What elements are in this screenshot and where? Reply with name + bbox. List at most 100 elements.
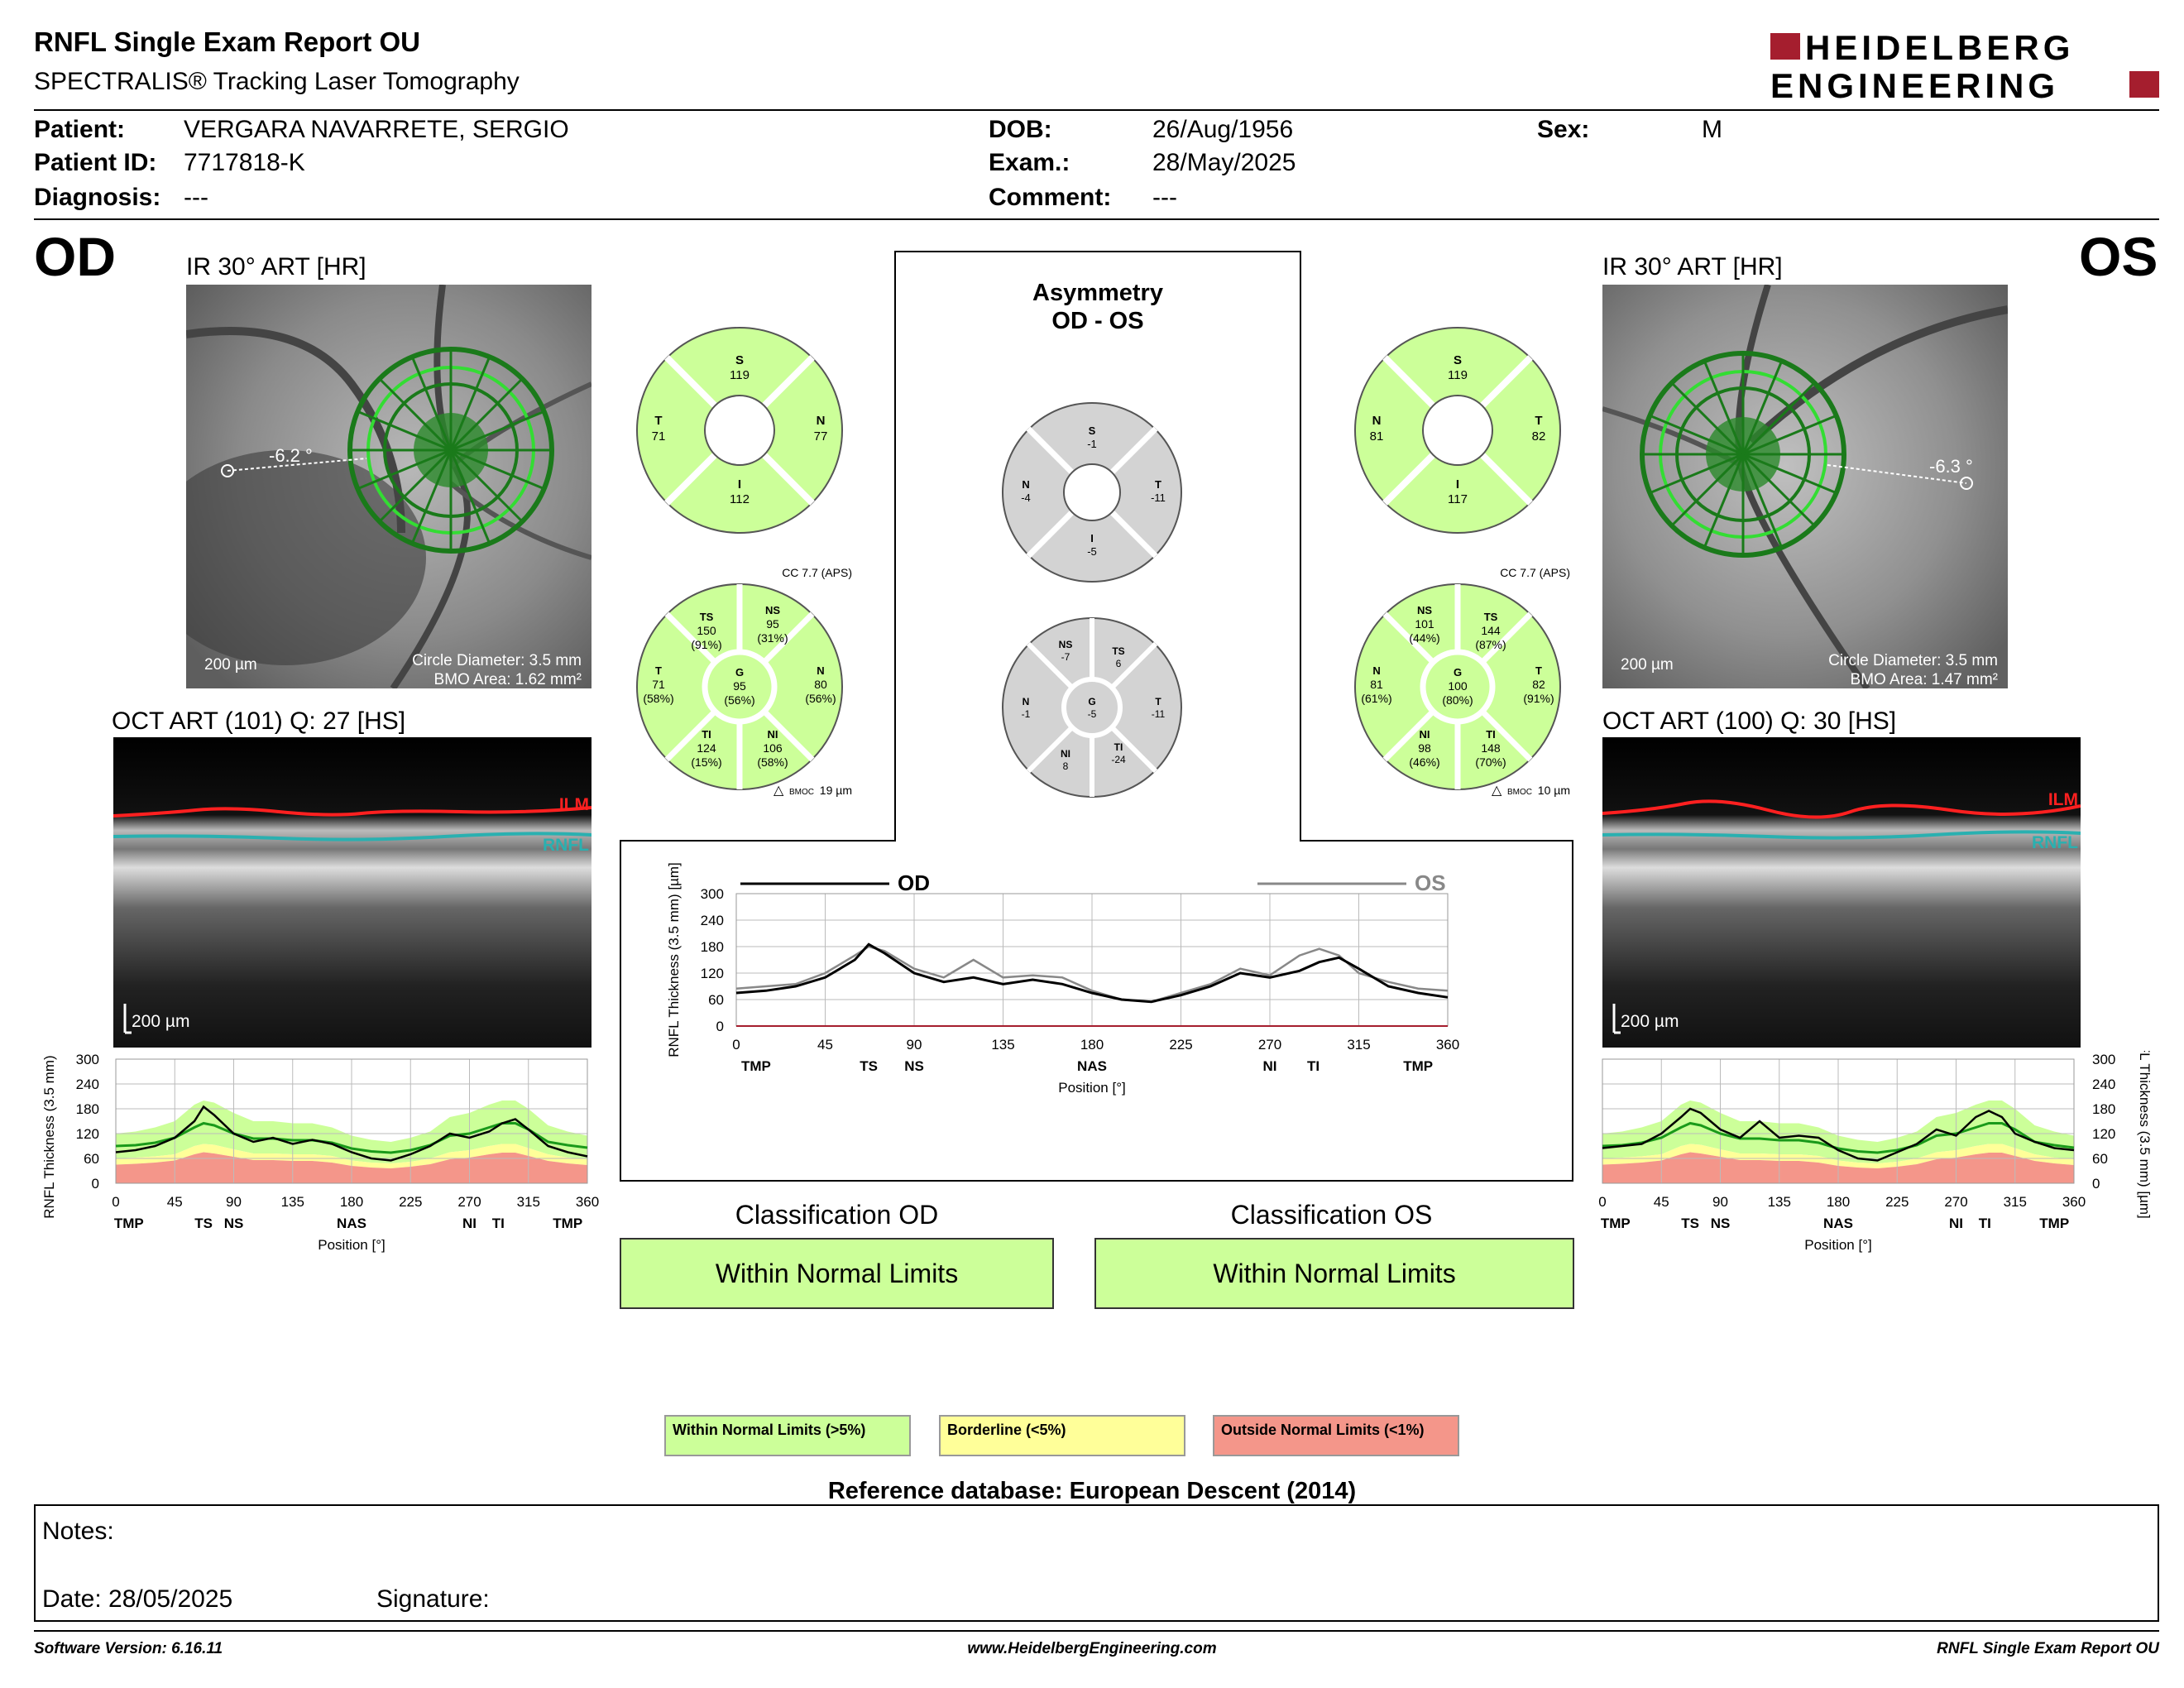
svg-text:(56%): (56%) — [805, 692, 836, 705]
svg-text:(31%): (31%) — [757, 631, 788, 645]
x-tick-label: 270 — [1944, 1194, 1967, 1210]
x-axis-label: Position [°] — [1804, 1237, 1871, 1253]
os-n: 81 — [1370, 429, 1384, 444]
os-circle-diameter: Circle Diameter: 3.5 mm — [1828, 652, 1998, 669]
heidelberg-logo: HEIDELBERG ENGINEERING — [1770, 30, 2159, 103]
od-oct-title: OCT ART (101) Q: 27 [HS] — [112, 707, 406, 735]
y-axis-label: RNFL Thickness (3.5 mm) [µm] — [41, 1051, 57, 1219]
os-ir-title: IR 30° ART [HR] — [1602, 253, 1783, 281]
x-axis-label: Position [°] — [1058, 1080, 1125, 1096]
y-tick-label: 240 — [76, 1077, 99, 1092]
x-tick-label: 360 — [576, 1194, 599, 1210]
sector-label: TMP — [1403, 1058, 1433, 1074]
svg-text:TI: TI — [1486, 728, 1496, 741]
svg-text:S: S — [1089, 424, 1096, 437]
diagnosis-label: Diagnosis: — [34, 184, 161, 211]
asym-ts: 6 — [1116, 658, 1122, 669]
od-bmoc: 19 µm — [820, 784, 852, 797]
od-ns: 95 — [766, 617, 779, 631]
y-tick-label: 0 — [92, 1176, 99, 1192]
sector-label: NI — [1949, 1216, 1963, 1231]
asym-s: -1 — [1087, 438, 1097, 450]
x-tick-label: 225 — [399, 1194, 422, 1210]
os-series-line — [1602, 1107, 2075, 1162]
od-rnfl-label: RNFL — [543, 836, 589, 855]
website-link[interactable]: www.HeidelbergEngineering.com — [967, 1640, 1217, 1657]
svg-text:I: I — [738, 477, 741, 492]
sex-value: M — [1702, 116, 1722, 143]
y-tick-label: 60 — [708, 992, 724, 1008]
asym-n6: -1 — [1022, 708, 1031, 720]
sector-label: TMP — [2039, 1216, 2069, 1231]
y-tick-label: 240 — [2092, 1077, 2115, 1092]
svg-text:NS: NS — [1417, 604, 1432, 616]
software-version: Software Version: 6.16.11 — [34, 1640, 223, 1657]
x-tick-label: 45 — [1654, 1194, 1669, 1210]
x-tick-label: 90 — [226, 1194, 242, 1210]
x-tick-label: 135 — [1768, 1194, 1791, 1210]
x-tick-label: 270 — [1258, 1037, 1281, 1053]
asym-i: -5 — [1087, 545, 1097, 558]
x-tick-label: 270 — [457, 1194, 481, 1210]
patient-id-label: Patient ID: — [34, 149, 157, 176]
svg-text:I: I — [1090, 532, 1094, 544]
sector-label: TMP — [553, 1216, 582, 1231]
svg-text:NI: NI — [1061, 748, 1070, 760]
y-tick-label: 300 — [2092, 1052, 2115, 1067]
svg-text:T: T — [1535, 414, 1542, 428]
report-title: RNFL Single Exam Report OU — [34, 26, 420, 57]
svg-text:N: N — [1372, 664, 1380, 677]
y-axis-label: RNFL Thickness (3.5 mm) [µm] — [2137, 1051, 2153, 1219]
os-ns: 101 — [1415, 617, 1434, 631]
svg-text:TS: TS — [700, 611, 714, 623]
x-tick-label: 45 — [817, 1037, 833, 1053]
od-classification-result: Within Normal Limits — [620, 1238, 1054, 1309]
svg-text:(58%): (58%) — [757, 755, 788, 769]
svg-text:(46%): (46%) — [1409, 755, 1439, 769]
x-tick-label: 135 — [281, 1194, 304, 1210]
svg-text:S: S — [1454, 353, 1462, 367]
os-ti: 148 — [1481, 741, 1501, 755]
od-circle-diameter: Circle Diameter: 3.5 mm — [412, 652, 582, 669]
y-tick-label: 180 — [701, 939, 724, 955]
svg-text:T: T — [655, 664, 662, 677]
svg-text:(70%): (70%) — [1475, 755, 1506, 769]
x-tick-label: 360 — [2062, 1194, 2086, 1210]
os-ts: 144 — [1481, 624, 1501, 637]
svg-text:(58%): (58%) — [643, 692, 673, 705]
y-tick-label: 180 — [2092, 1101, 2115, 1117]
od-rnfl-profile-chart: 0 60 120 180 240 300 0 45 90 135 180 225 270 315 360 TM… — [41, 1051, 599, 1253]
os-t: 82 — [1532, 429, 1546, 444]
sector-label: TS — [1681, 1216, 1699, 1231]
logo-line1: HEIDELBERG — [1805, 30, 2074, 67]
svg-text:(87%): (87%) — [1475, 638, 1506, 651]
diagnosis-value: --- — [184, 184, 208, 211]
y-tick-label: 300 — [76, 1052, 99, 1067]
sector-label: NAS — [337, 1216, 366, 1231]
svg-text:BMOC: BMOC — [1507, 788, 1532, 797]
od-g: 95 — [733, 679, 746, 693]
asym-ni: 8 — [1063, 760, 1069, 772]
sector-label: NS — [904, 1058, 924, 1074]
os-bmo-area: BMO Area: 1.47 mm² — [1851, 671, 1998, 688]
os-classification-title: Classification OS — [1230, 1200, 1433, 1230]
sector-label: TI — [492, 1216, 505, 1231]
sector-label: TMP — [114, 1216, 144, 1231]
os-eye-label: OS — [2079, 226, 2158, 287]
x-tick-label: 45 — [167, 1194, 183, 1210]
sector-label: TS — [194, 1216, 213, 1231]
od-ni: 106 — [763, 741, 783, 755]
comment-value: --- — [1152, 184, 1177, 211]
notes-box[interactable]: Notes: Date: 28/05/2025 Signature: — [34, 1504, 2159, 1622]
reference-database: Reference database: European Descent (20… — [827, 1478, 1357, 1504]
normative-mean-line — [115, 1121, 588, 1154]
od-s: 119 — [730, 368, 750, 382]
od-fundus-scale: 200 µm — [204, 656, 257, 674]
svg-text:TS: TS — [1484, 611, 1498, 623]
svg-text:G: G — [1088, 696, 1095, 707]
dob-value: 26/Aug/1956 — [1152, 116, 1294, 143]
svg-text:NI: NI — [1420, 728, 1430, 741]
sector-label: NS — [1711, 1216, 1731, 1231]
